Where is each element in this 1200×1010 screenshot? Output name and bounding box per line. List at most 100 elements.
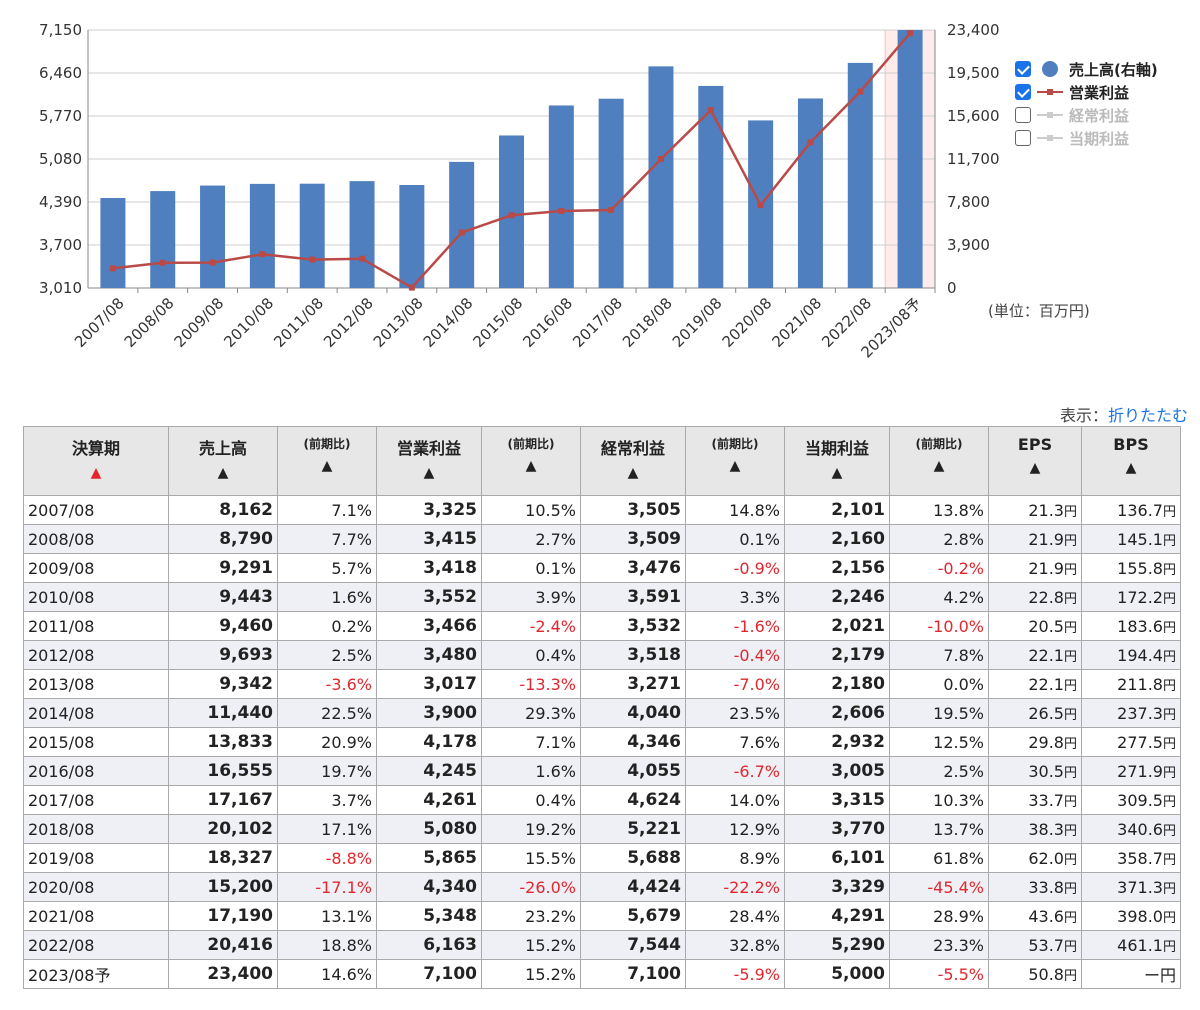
column-header[interactable]: 営業利益 ▲ (376, 426, 482, 496)
column-header[interactable]: 決算期 ▲ (23, 426, 169, 496)
table-cell: 2,932 (784, 727, 890, 757)
sort-triangle-icon[interactable]: ▲ (831, 465, 843, 481)
table-cell: 2022/08 (23, 930, 169, 960)
legend-item-operating-profit[interactable]: 営業利益 (1015, 81, 1158, 103)
table-cell: 10.3% (889, 785, 989, 815)
checkbox-sales[interactable] (1015, 61, 1031, 77)
column-header[interactable]: (前期比) ▲ (889, 426, 989, 496)
x-tick-label: 2013/08 (370, 294, 427, 351)
table-cell: 2009/08 (23, 553, 169, 583)
table-cell: 5,000 (784, 959, 890, 989)
table-cell: 23.2% (481, 901, 581, 931)
column-header[interactable]: 当期利益 ▲ (784, 426, 890, 496)
table-cell: -2.4% (481, 611, 581, 641)
sort-triangle-icon[interactable]: ▲ (423, 465, 435, 481)
column-header-label: 当期利益 (804, 439, 869, 458)
sort-triangle-icon[interactable]: ▲ (217, 465, 229, 481)
table-cell: 3,315 (784, 785, 890, 815)
table-row: 2007/08 8,162 7.1% 3,325 10.5% 3,505 14.8% 2,10… (23, 495, 1181, 525)
table-row: 2012/08 9,693 2.5% 3,480 0.4% 3,518 -0.4% 2,179… (23, 640, 1181, 670)
sort-triangle-icon[interactable]: ▲ (1125, 460, 1137, 476)
table-cell: 340.6円 (1081, 814, 1181, 844)
table-cell: 4,424 (580, 872, 686, 902)
column-header-label: 売上高 (198, 439, 247, 458)
chart-legend: 売上高(右軸) 営業利益 経常利益 当期利益 (1015, 58, 1158, 150)
yen-unit: 円 (1162, 823, 1176, 839)
column-header[interactable]: (前期比) ▲ (277, 426, 377, 496)
table-cell: -6.7% (685, 756, 785, 786)
sort-triangle-icon[interactable]: ▲ (933, 458, 945, 474)
column-header[interactable]: (前期比) ▲ (481, 426, 581, 496)
column-header[interactable]: 経常利益 ▲ (580, 426, 686, 496)
column-header[interactable]: EPS ▲ (988, 426, 1082, 496)
table-cell: 15.2% (481, 930, 581, 960)
yen-unit: 円 (1063, 736, 1077, 752)
yen-unit: 円 (1162, 562, 1176, 578)
table-cell: 20.9% (277, 727, 377, 757)
line-point (907, 30, 914, 37)
column-header[interactable]: BPS ▲ (1081, 426, 1181, 496)
column-header[interactable]: (前期比) ▲ (685, 426, 785, 496)
column-header[interactable]: 売上高 ▲ (168, 426, 278, 496)
bar (399, 184, 425, 288)
sort-triangle-icon[interactable]: ▲ (627, 465, 639, 481)
table-cell: -1.6% (685, 611, 785, 641)
collapse-link[interactable]: 折りたたむ (1107, 406, 1188, 425)
table-cell: 0.0% (889, 669, 989, 699)
table-body: 2007/08 8,162 7.1% 3,325 10.5% 3,505 14.8% 2,10… (23, 495, 1181, 989)
sort-triangle-icon[interactable]: ▲ (729, 458, 741, 474)
table-cell: 13.7% (889, 814, 989, 844)
sort-triangle-icon[interactable]: ▲ (90, 465, 102, 481)
table-cell: 3,415 (376, 524, 482, 554)
table-cell: 14.6% (277, 959, 377, 989)
table-cell: 2021/08 (23, 901, 169, 931)
table-row: 2013/08 9,342 -3.6% 3,017 -13.3% 3,271 -7.0% 2,… (23, 669, 1181, 699)
table-cell: 4,291 (784, 901, 890, 931)
legend-label: 営業利益 (1069, 83, 1130, 102)
table-cell: 2020/08 (23, 872, 169, 902)
table-cell: 2017/08 (23, 785, 169, 815)
table-row: 2019/08 18,327 -8.8% 5,865 15.5% 5,688 8.9% 6,1… (23, 843, 1181, 873)
table-cell: 6,163 (376, 930, 482, 960)
legend-item-ordinary-profit[interactable]: 経常利益 (1015, 104, 1158, 126)
table-cell: 3,476 (580, 553, 686, 583)
table-cell: 0.1% (481, 553, 581, 583)
table-cell: 3,505 (580, 495, 686, 525)
right-tick-label: 19,500 (947, 64, 1000, 82)
line-point (359, 255, 366, 262)
table-cell: 8,162 (168, 495, 278, 525)
table-row: 2015/08 13,833 20.9% 4,178 7.1% 4,346 7.6% 2,93… (23, 727, 1181, 757)
table-cell: 9,693 (168, 640, 278, 670)
table-cell: 12.9% (685, 814, 785, 844)
line-point (508, 212, 515, 219)
table-cell: 10.5% (481, 495, 581, 525)
x-tick-label: 2019/08 (669, 294, 726, 351)
checkbox-ordinary-profit[interactable] (1015, 107, 1031, 123)
line-point (458, 229, 465, 236)
sort-triangle-icon[interactable]: ▲ (321, 458, 333, 474)
table-cell: 6,101 (784, 843, 890, 873)
table-cell: -45.4% (889, 872, 989, 902)
line-point (309, 256, 316, 263)
table-cell: 53.7円 (988, 930, 1082, 960)
table-cell: 194.4円 (1081, 640, 1181, 670)
sort-triangle-icon[interactable]: ▲ (525, 458, 537, 474)
bar (499, 135, 524, 288)
legend-label: 売上高(右軸) (1069, 60, 1158, 79)
table-cell: 7,100 (580, 959, 686, 989)
sort-triangle-icon[interactable]: ▲ (1029, 460, 1041, 476)
table-cell: 3,466 (376, 611, 482, 641)
table-cell: 4.2% (889, 582, 989, 612)
checkbox-net-profit[interactable] (1015, 130, 1031, 146)
table-cell: 5,679 (580, 901, 686, 931)
legend-item-sales[interactable]: 売上高(右軸) (1015, 58, 1158, 80)
table-cell: 3,552 (376, 582, 482, 612)
table-cell: 4,346 (580, 727, 686, 757)
table-cell: 0.2% (277, 611, 377, 641)
table-cell: 13,833 (168, 727, 278, 757)
checkbox-operating-profit[interactable] (1015, 84, 1031, 100)
table-cell: 28.9% (889, 901, 989, 931)
combo-chart: 3,010 3,700 4,390 5,080 5,770 6,460 7,150 0 3,90… (39, 21, 1000, 362)
legend-item-net-profit[interactable]: 当期利益 (1015, 127, 1158, 149)
table-cell: 19.5% (889, 698, 989, 728)
